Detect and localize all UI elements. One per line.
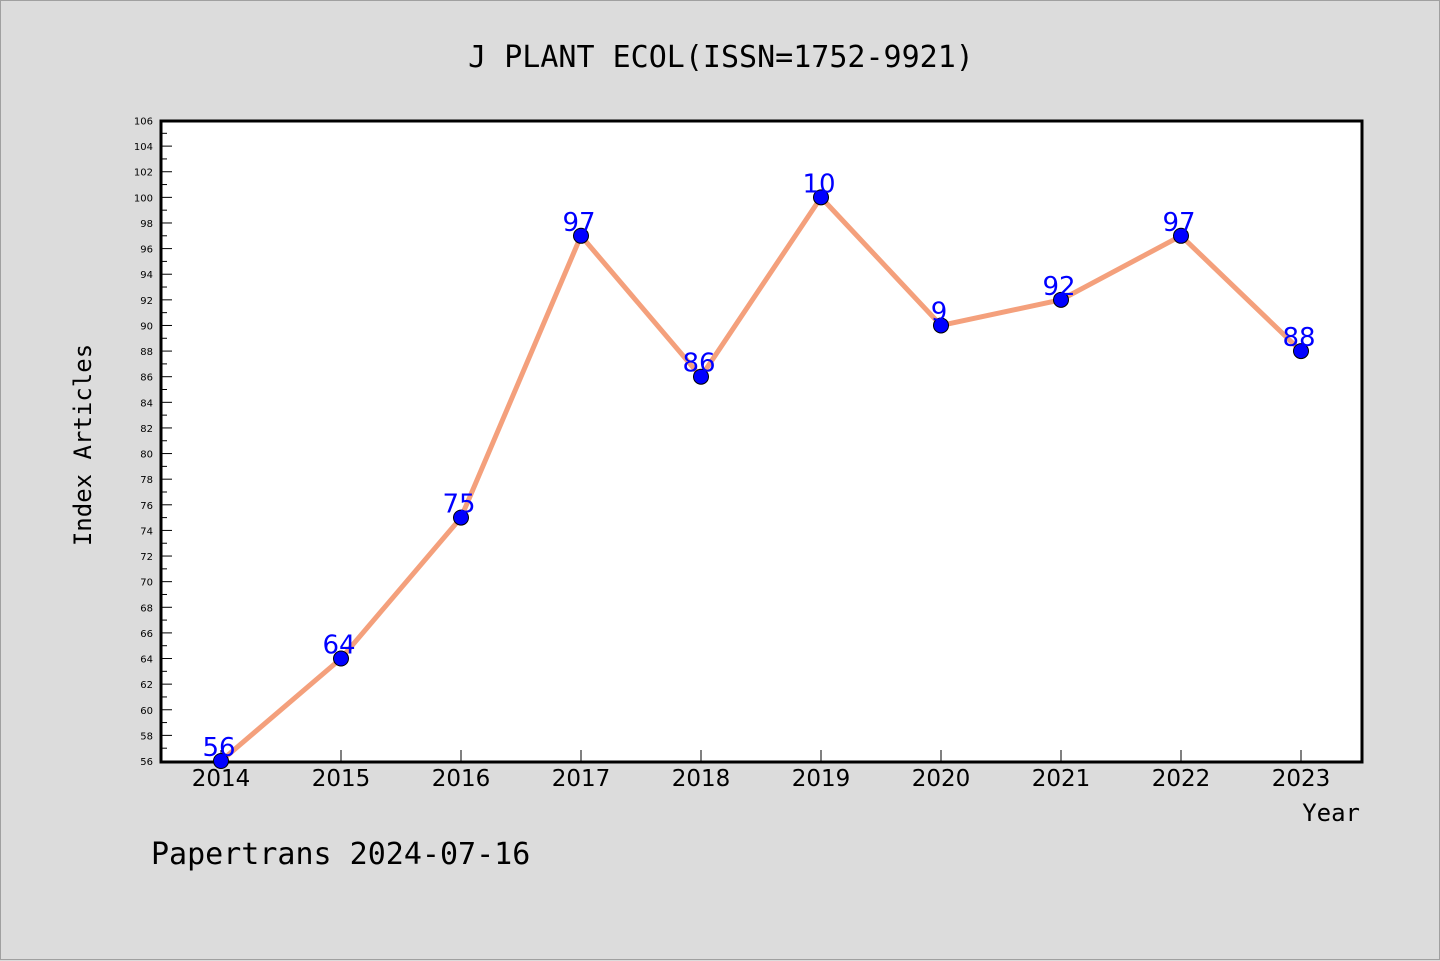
y-tick-label: 58 <box>140 731 153 742</box>
y-tick-label: 66 <box>140 629 153 640</box>
y-tick-label: 60 <box>140 706 153 717</box>
series-line <box>219 194 1303 763</box>
x-tick-label: 2016 <box>432 766 491 792</box>
y-tick-label: 72 <box>140 552 153 563</box>
y-tick-label: 62 <box>140 680 153 691</box>
x-tick-label: 2017 <box>552 766 611 792</box>
data-label: 97 <box>562 208 595 238</box>
y-tick-label: 64 <box>140 655 153 666</box>
x-tick-label: 2019 <box>792 766 851 792</box>
data-point <box>1293 343 1309 360</box>
data-label: 75 <box>442 490 475 520</box>
data-label: 86 <box>682 349 715 379</box>
x-tick-label: 2015 <box>312 766 371 792</box>
x-tick-label: 2014 <box>192 766 251 792</box>
x-tick-label: 2020 <box>912 766 971 792</box>
y-tick-label: 92 <box>140 296 153 307</box>
data-label: 9 <box>931 297 948 327</box>
data-point <box>693 368 709 385</box>
plot-area <box>159 119 1364 764</box>
y-tick-label: 56 <box>140 757 153 768</box>
y-axis-title: Index Articles <box>69 344 97 546</box>
y-tick-label: 70 <box>140 578 153 589</box>
y-tick-label: 76 <box>140 501 153 512</box>
y-tick-label: 68 <box>140 603 153 614</box>
y-tick-label: 106 <box>134 117 153 128</box>
footer-credit: Papertrans 2024-07-16 <box>151 837 530 872</box>
y-tick-label: 102 <box>134 168 153 179</box>
data-labels: 56 64 75 97 86 10 9 92 97 88 <box>202 169 1315 763</box>
y-tick-label: 96 <box>140 245 153 256</box>
y-tick-label: 80 <box>140 450 153 461</box>
y-tick-label: 86 <box>140 373 153 384</box>
y-tick-label: 88 <box>140 347 153 358</box>
data-point <box>453 509 469 526</box>
y-tick-label: 100 <box>134 193 153 204</box>
x-tick-label: 2018 <box>672 766 731 792</box>
y-tick-label: 78 <box>140 475 153 486</box>
y-tick-label: 84 <box>140 398 153 409</box>
y-tick-label: 82 <box>140 424 153 435</box>
data-point <box>213 753 229 769</box>
data-label: 64 <box>322 631 355 661</box>
data-point <box>1173 227 1189 244</box>
data-point <box>813 189 829 206</box>
data-points <box>213 189 1309 769</box>
data-point <box>573 227 589 244</box>
data-label: 56 <box>202 733 235 763</box>
y-tick-label: 98 <box>140 219 153 230</box>
data-label: 97 <box>1162 208 1195 238</box>
x-tick-label: 2022 <box>1152 766 1211 792</box>
y-tick-label: 94 <box>140 270 153 281</box>
x-tick-label: 2021 <box>1032 766 1091 792</box>
y-tick-label: 104 <box>134 142 153 153</box>
data-label: 88 <box>1282 323 1315 353</box>
x-axis: 2014 2015 2016 2017 2018 2019 2020 2021 2022 2023 <box>192 750 1331 792</box>
x-tick-label: 2023 <box>1272 766 1331 792</box>
data-label: 92 <box>1042 272 1075 302</box>
data-point <box>933 317 949 334</box>
y-tick-label: 90 <box>140 321 153 332</box>
y-tick-label: 74 <box>140 526 153 537</box>
data-point <box>333 650 349 667</box>
y-axis: 56 58 60 62 64 66 68 70 72 74 76 78 80 82 84 86 88 90 92 94… <box>134 117 172 768</box>
x-axis-title: Year <box>1302 799 1360 827</box>
chart-title: J PLANT ECOL(ISSN=1752-9921) <box>468 40 974 75</box>
data-label: 10 <box>802 169 835 199</box>
data-point <box>1053 291 1069 308</box>
